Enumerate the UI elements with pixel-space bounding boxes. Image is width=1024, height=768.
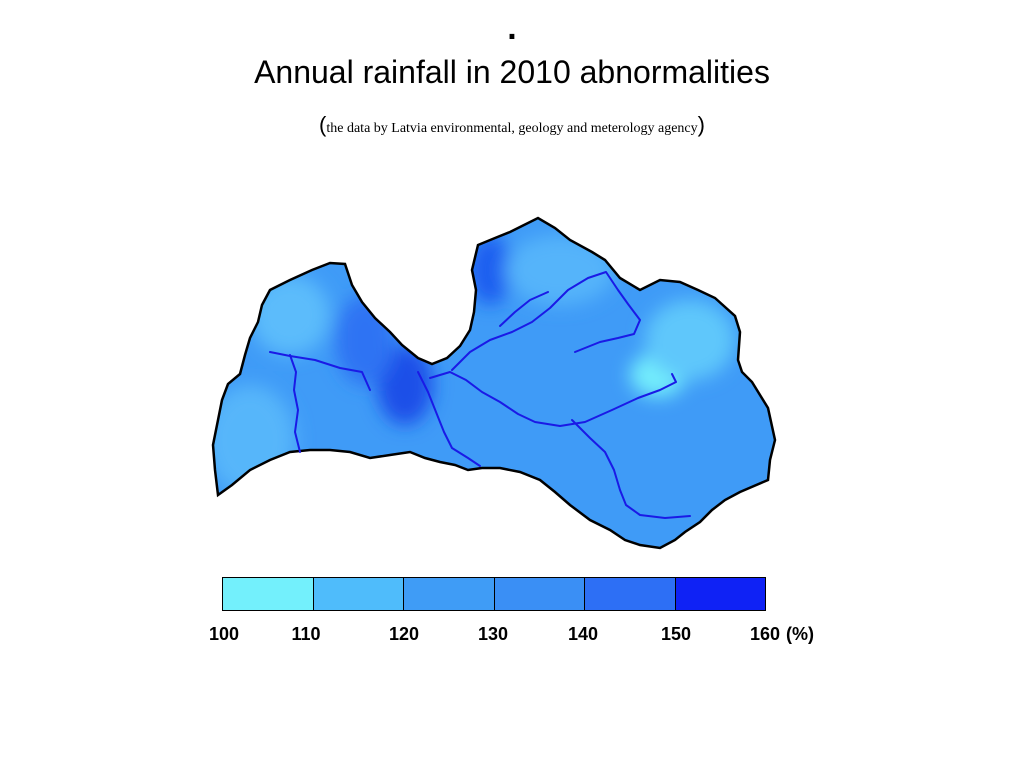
zone-northeast-dark [468,235,512,305]
legend-swatch-150-160 [675,578,765,610]
rivers [269,271,691,519]
zone-gulf-mid [335,295,395,385]
legend-label-120: 120 [388,624,420,644]
rainfall-shading [213,218,775,548]
source-open-paren: ( [319,112,327,137]
legend-label-130: 130 [477,624,509,644]
source-caption: (the data by Latvia environmental, geolo… [0,112,1024,142]
river-gauja [451,271,641,371]
legend-color-bar [222,577,766,611]
legend-label-100: 100 [208,624,240,644]
legend-unit: (%) [786,624,814,644]
legend-label-150: 150 [660,624,692,644]
bullet-mark: . [507,9,517,47]
legend-swatch-130-140 [494,578,585,610]
river-abava [269,351,371,391]
legend-label-140: 140 [567,624,599,644]
legend-label-110: 110 [291,624,321,644]
river-salaca [499,291,549,327]
legend-label-160: 160 [749,624,781,644]
legend-swatch-110-120 [313,578,404,610]
zone-east-light [645,300,735,380]
zone-gulf-dark [377,345,433,425]
zone-north-coast-light [250,275,330,355]
legend-swatch-140-150 [585,578,676,610]
river-aiviekste [571,419,691,519]
slide-title: Annual rainfall in 2010 abnormalities [254,54,770,90]
legend-swatch-100-110 [223,578,314,610]
source-close-paren: ) [697,112,705,137]
zone-west-light [213,385,295,495]
source-text: the data by Latvia environmental, geolog… [326,121,698,136]
legend-labels: 100 110 120 130 140 150 160 [0,624,1024,648]
zone-north-light [505,235,615,305]
river-lielupe [417,371,481,467]
river-daugava [429,371,677,427]
legend-swatch-120-130 [404,578,495,610]
river-venta [289,354,301,453]
